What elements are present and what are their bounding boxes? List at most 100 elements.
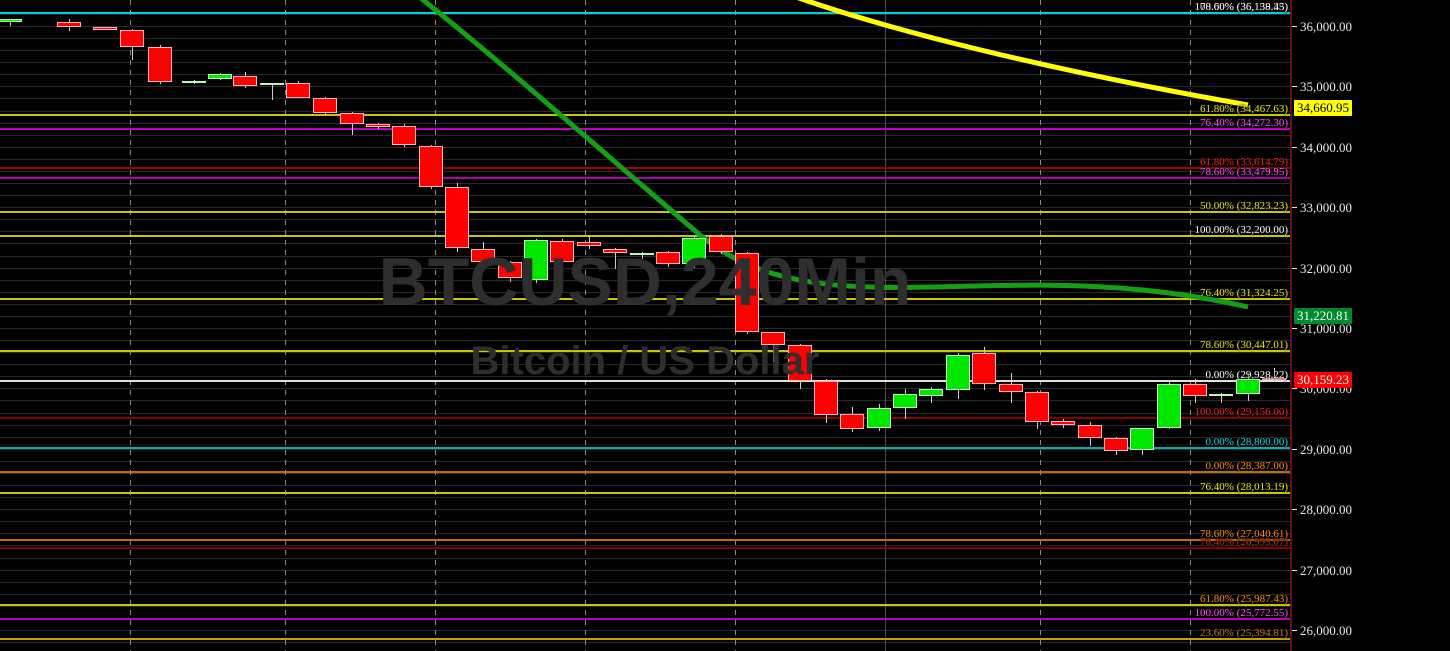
candlestick[interactable] — [148, 45, 172, 84]
candlestick[interactable] — [260, 82, 284, 100]
candlestick[interactable] — [867, 404, 891, 432]
level-label: 0.00% (29,928.22) — [1205, 369, 1289, 381]
candlestick[interactable] — [1262, 368, 1286, 381]
candlestick[interactable] — [577, 236, 601, 250]
candlestick[interactable] — [1209, 392, 1233, 404]
candlestick[interactable] — [735, 251, 759, 335]
candlestick[interactable] — [419, 144, 443, 190]
candlestick[interactable] — [208, 72, 232, 80]
candle-body-bullish — [867, 407, 891, 429]
candlestick[interactable] — [366, 123, 390, 129]
level-label: 78.60% (36,138.45) — [1200, 1, 1288, 13]
candle-body-bearish — [577, 241, 601, 247]
candle-body-bullish — [893, 394, 917, 408]
candle-body-bullish — [1209, 394, 1233, 397]
candlestick[interactable] — [840, 406, 864, 432]
level-label: 61.80% (34,467.63) — [1200, 103, 1288, 115]
level-label: 76.40% (34,272.30) — [1200, 117, 1288, 129]
candle-body-bearish — [840, 414, 864, 430]
level-line[interactable] — [0, 618, 1290, 620]
candlestick[interactable] — [286, 80, 310, 99]
candlestick[interactable] — [93, 26, 117, 31]
level-line[interactable] — [0, 380, 1290, 382]
candlestick[interactable] — [1078, 422, 1102, 446]
candle-body-bullish — [1236, 378, 1260, 395]
gridline — [0, 183, 1290, 185]
candlestick[interactable] — [788, 344, 812, 389]
level-label: 78.60% (30,447.01) — [1200, 339, 1288, 351]
level-line[interactable] — [0, 350, 1290, 352]
level-label: 61.80% (25,987.43) — [1200, 593, 1288, 605]
level-line[interactable] — [0, 128, 1290, 130]
candle-wick — [772, 331, 774, 362]
level-line[interactable] — [0, 211, 1290, 213]
candlestick[interactable] — [313, 96, 337, 115]
candle-wick — [1273, 368, 1275, 380]
gridline — [0, 243, 1290, 245]
candle-body-bearish — [366, 124, 390, 127]
candlestick[interactable] — [1025, 390, 1049, 430]
gridline — [0, 279, 1290, 281]
price-tick-label: 34,000.00 — [1292, 139, 1352, 155]
level-line[interactable] — [0, 471, 1290, 473]
level-line[interactable] — [0, 638, 1290, 640]
price-tick-label: 29,000.00 — [1292, 441, 1352, 457]
candlestick[interactable] — [999, 373, 1023, 403]
candlestick[interactable] — [498, 260, 522, 283]
level-line[interactable] — [0, 298, 1290, 300]
level-line[interactable] — [0, 167, 1290, 169]
candlestick[interactable] — [814, 379, 838, 424]
level-line[interactable] — [0, 114, 1290, 116]
candlestick[interactable] — [0, 18, 22, 26]
candlestick[interactable] — [182, 79, 206, 84]
candlestick[interactable] — [471, 241, 495, 264]
candlestick[interactable] — [1183, 379, 1207, 403]
candlestick[interactable] — [893, 389, 917, 419]
level-line[interactable] — [0, 539, 1290, 541]
candlestick[interactable] — [550, 239, 574, 267]
candlestick[interactable] — [972, 347, 996, 390]
level-line[interactable] — [0, 547, 1290, 549]
candle-body-bullish — [260, 82, 284, 85]
candlestick[interactable] — [445, 183, 469, 253]
candlestick[interactable] — [709, 233, 733, 255]
candlestick[interactable] — [340, 111, 364, 135]
level-line[interactable] — [0, 417, 1290, 419]
candlestick[interactable] — [1236, 372, 1260, 402]
candlestick[interactable] — [682, 236, 706, 268]
candlestick[interactable] — [919, 387, 943, 403]
candle-body-bearish — [93, 27, 117, 31]
gridline — [0, 642, 1290, 644]
candlestick[interactable] — [656, 250, 680, 267]
candlestick[interactable] — [233, 71, 257, 88]
candlestick[interactable] — [603, 247, 627, 269]
candlestick[interactable] — [120, 29, 144, 60]
candlestick[interactable] — [1104, 437, 1128, 455]
candle-body-bearish — [148, 46, 172, 82]
candle-body-bearish — [1104, 437, 1128, 451]
candlestick[interactable] — [1157, 380, 1181, 429]
candlestick[interactable] — [392, 124, 416, 147]
price-tick-label: 27,000.00 — [1292, 562, 1352, 578]
candle-body-bearish — [1025, 392, 1049, 423]
candle-body-bullish — [182, 80, 206, 83]
price-axis[interactable]: 36,000.00 35,000.00 34,000.00 33,000.00 32,0… — [1290, 0, 1450, 651]
candlestick[interactable] — [1130, 427, 1154, 456]
candlestick[interactable] — [761, 331, 785, 362]
level-line[interactable] — [0, 604, 1290, 606]
level-line[interactable] — [0, 12, 1290, 14]
candlestick[interactable] — [57, 18, 81, 31]
candlestick[interactable] — [1051, 419, 1075, 428]
gridline — [0, 340, 1290, 342]
candle-body-bullish — [1157, 383, 1181, 428]
candlestick[interactable] — [524, 239, 548, 284]
candle-body-bearish — [814, 381, 838, 415]
level-line[interactable] — [0, 492, 1290, 494]
level-line[interactable] — [0, 177, 1290, 179]
chart-plot-area[interactable]: 100.00% (36,159.33) 78.60% (36,138.45) 61.… — [0, 0, 1290, 651]
level-line[interactable] — [0, 447, 1290, 449]
level-line[interactable] — [0, 235, 1290, 237]
candlestick[interactable] — [630, 251, 654, 259]
candlestick[interactable] — [946, 353, 970, 399]
gridline — [0, 436, 1290, 438]
